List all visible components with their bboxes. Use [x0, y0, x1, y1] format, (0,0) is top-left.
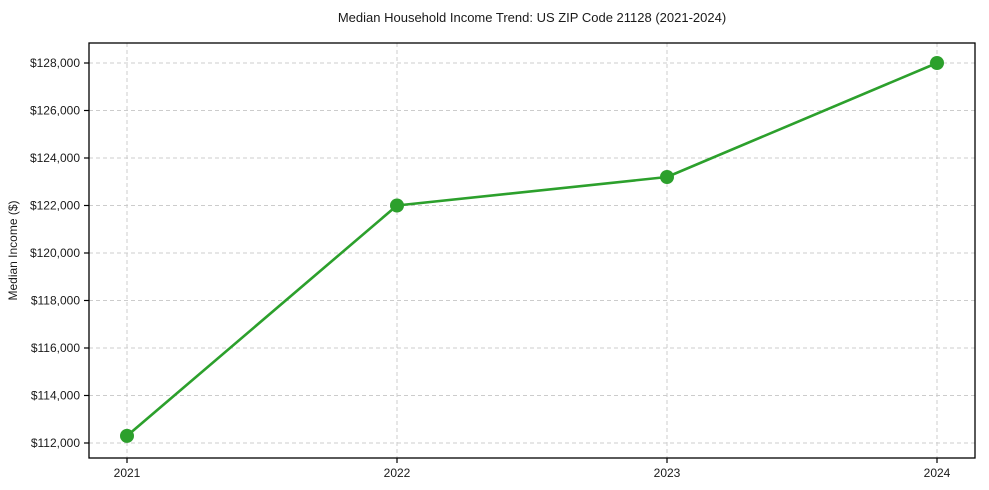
- tick-labels: $112,000 $114,000 $116,000 $118,000 $120,000…: [30, 56, 951, 480]
- data-point-marker: [930, 55, 944, 70]
- data-series: [120, 55, 944, 443]
- axes-frame: [84, 42, 976, 463]
- y-tick-label: $124,000: [30, 151, 80, 165]
- x-tick-label: 2023: [654, 466, 681, 480]
- y-tick-label: $116,000: [31, 341, 80, 355]
- y-tick-label: $126,000: [30, 103, 80, 117]
- plot-frame: [88, 42, 976, 459]
- y-tick-label: $112,000: [31, 436, 80, 450]
- chart-title: Median Household Income Trend: US ZIP Co…: [338, 10, 726, 25]
- gridlines: [89, 43, 975, 458]
- x-tick-label: 2021: [114, 466, 141, 480]
- y-tick-label: $118,000: [31, 293, 80, 307]
- y-axis-title: Median Income ($): [6, 200, 20, 300]
- y-tick-label: $128,000: [30, 56, 80, 70]
- data-point-marker: [390, 198, 404, 213]
- y-tick-label: $122,000: [30, 198, 80, 212]
- trend-line: [125, 61, 939, 438]
- y-tick-label: $114,000: [31, 388, 80, 402]
- data-point-marker: [120, 428, 134, 443]
- x-tick-label: 2024: [924, 466, 951, 480]
- y-tick-label: $120,000: [30, 246, 80, 260]
- x-tick-label: 2022: [384, 466, 411, 480]
- data-point-marker: [660, 169, 674, 184]
